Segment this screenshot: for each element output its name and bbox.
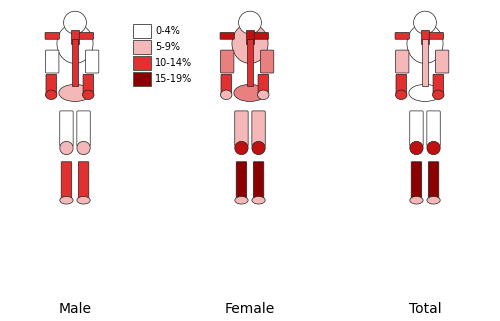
Circle shape (410, 141, 423, 155)
FancyBboxPatch shape (220, 32, 234, 39)
FancyBboxPatch shape (83, 74, 94, 96)
Ellipse shape (234, 84, 266, 101)
Ellipse shape (409, 84, 441, 101)
FancyBboxPatch shape (252, 111, 265, 146)
Text: 0-4%: 0-4% (155, 26, 180, 36)
Ellipse shape (46, 90, 57, 100)
FancyBboxPatch shape (236, 162, 246, 199)
Ellipse shape (396, 90, 407, 100)
Bar (133, 40, 151, 54)
Bar (422, 39, 428, 86)
Text: Total: Total (408, 302, 442, 316)
Text: 15-19%: 15-19% (155, 74, 192, 84)
FancyBboxPatch shape (396, 50, 409, 73)
Circle shape (238, 11, 262, 34)
Ellipse shape (60, 196, 73, 204)
Bar (246, 30, 254, 44)
FancyBboxPatch shape (61, 162, 72, 199)
FancyBboxPatch shape (411, 162, 422, 199)
Ellipse shape (220, 90, 232, 100)
Ellipse shape (59, 84, 91, 101)
Text: 10-14%: 10-14% (155, 58, 192, 68)
FancyBboxPatch shape (220, 50, 234, 73)
FancyBboxPatch shape (428, 162, 439, 199)
Ellipse shape (77, 196, 90, 204)
Text: 5-9%: 5-9% (155, 42, 180, 52)
Bar (133, 72, 151, 86)
Circle shape (64, 11, 86, 34)
FancyBboxPatch shape (260, 50, 274, 73)
Circle shape (252, 141, 265, 155)
FancyBboxPatch shape (86, 50, 99, 73)
Text: Female: Female (225, 302, 275, 316)
Circle shape (77, 141, 90, 155)
FancyBboxPatch shape (254, 162, 264, 199)
Ellipse shape (252, 196, 265, 204)
Circle shape (427, 141, 440, 155)
Text: Male: Male (58, 302, 92, 316)
Ellipse shape (432, 90, 444, 100)
FancyBboxPatch shape (258, 74, 268, 96)
FancyBboxPatch shape (45, 32, 60, 39)
Bar (133, 24, 151, 38)
Ellipse shape (232, 23, 268, 64)
FancyBboxPatch shape (78, 162, 89, 199)
FancyBboxPatch shape (410, 111, 423, 146)
FancyBboxPatch shape (436, 50, 449, 73)
FancyBboxPatch shape (427, 111, 440, 146)
Ellipse shape (410, 196, 423, 204)
FancyBboxPatch shape (433, 74, 444, 96)
Bar (133, 56, 151, 70)
FancyBboxPatch shape (221, 74, 232, 96)
FancyBboxPatch shape (46, 50, 59, 73)
FancyBboxPatch shape (77, 111, 90, 146)
Bar (72, 39, 78, 86)
FancyBboxPatch shape (429, 32, 444, 39)
Bar (421, 30, 429, 44)
FancyBboxPatch shape (79, 32, 94, 39)
FancyBboxPatch shape (235, 111, 248, 146)
Bar (247, 39, 253, 86)
FancyBboxPatch shape (396, 74, 406, 96)
FancyBboxPatch shape (46, 74, 56, 96)
Bar (71, 30, 79, 44)
FancyBboxPatch shape (60, 111, 73, 146)
Ellipse shape (235, 196, 248, 204)
Ellipse shape (82, 90, 94, 100)
Ellipse shape (57, 23, 93, 64)
Circle shape (414, 11, 436, 34)
Circle shape (60, 141, 73, 155)
Ellipse shape (407, 23, 443, 64)
Ellipse shape (427, 196, 440, 204)
FancyBboxPatch shape (254, 32, 268, 39)
FancyBboxPatch shape (395, 32, 409, 39)
Ellipse shape (258, 90, 269, 100)
Circle shape (235, 141, 248, 155)
